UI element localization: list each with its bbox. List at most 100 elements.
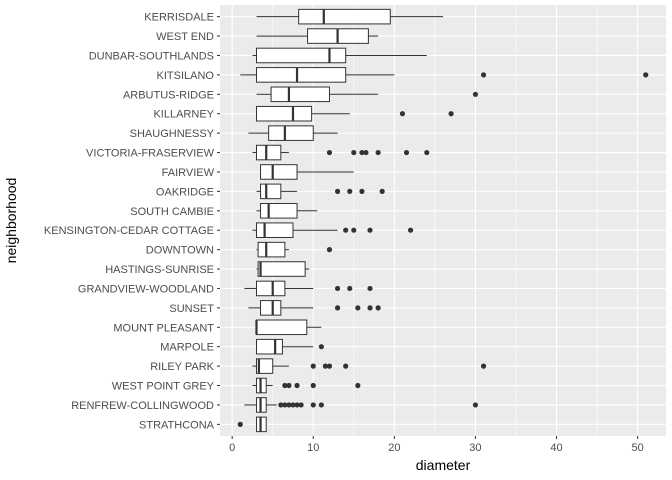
outlier-point xyxy=(294,402,300,408)
y-tick-label: RENFREW-COLLINGWOOD xyxy=(71,400,214,412)
outlier-point xyxy=(359,188,365,194)
box-kerrisdale xyxy=(256,8,443,25)
box-west-end xyxy=(256,28,379,44)
outlier-point xyxy=(399,111,406,117)
box-kensington-cedar-cottage xyxy=(252,222,414,238)
outlier-point xyxy=(237,421,243,427)
outlier-point xyxy=(355,305,361,311)
x-tick-label: 20 xyxy=(388,442,400,454)
box-body xyxy=(255,319,308,336)
y-tick-label: ARBUTUS-RIDGE xyxy=(123,89,214,101)
outlier-point xyxy=(282,382,288,389)
box-fairview xyxy=(260,164,354,180)
box-body xyxy=(270,86,330,103)
outlier-point xyxy=(310,363,316,369)
outlier-point xyxy=(367,227,373,233)
outlier-point xyxy=(318,344,324,350)
y-tick-label: KENSINGTON-CEDAR COTTAGE xyxy=(44,225,214,237)
box-sunset xyxy=(248,300,381,316)
boxes-layer xyxy=(237,8,649,433)
outlier-point xyxy=(367,305,373,311)
outlier-point xyxy=(359,149,365,156)
x-tick-label: 10 xyxy=(307,442,319,454)
outlier-point xyxy=(298,402,304,408)
y-tick-label: GRANDVIEW-WOODLAND xyxy=(78,283,214,295)
box-body xyxy=(260,183,282,200)
box-body xyxy=(257,261,306,277)
box-body xyxy=(255,280,286,297)
outlier-point xyxy=(355,382,361,389)
outlier-point xyxy=(407,227,414,233)
y-tick-label: RILEY PARK xyxy=(150,361,214,373)
y-tick-label: VICTORIA-FRASERVIEW xyxy=(86,148,215,160)
outlier-point xyxy=(334,285,341,292)
box-body xyxy=(255,144,282,161)
outlier-point xyxy=(472,91,479,97)
box-body xyxy=(257,241,286,258)
outlier-point xyxy=(326,247,333,253)
box-body xyxy=(260,164,298,180)
outlier-point xyxy=(363,149,369,156)
box-victoria-fraserview xyxy=(252,144,430,161)
y-tick-label: KERRISDALE xyxy=(144,12,214,24)
outlier-point xyxy=(343,227,349,233)
y-tick-label: WEST POINT GREY xyxy=(112,381,215,393)
outlier-point xyxy=(472,402,479,408)
outlier-point xyxy=(282,402,288,408)
x-tick-label: 40 xyxy=(550,442,562,454)
y-tick-label: DOWNTOWN xyxy=(146,245,214,257)
box-body xyxy=(260,300,282,316)
outlier-point xyxy=(480,72,487,78)
outlier-point xyxy=(326,363,333,369)
outlier-point xyxy=(286,382,292,389)
y-axis-title: neighborhood xyxy=(3,178,19,264)
box-south-cambie xyxy=(256,203,318,219)
y-tick-label: KITSILANO xyxy=(157,70,215,82)
y-tick-label: KILLARNEY xyxy=(153,109,214,121)
box-body xyxy=(255,67,347,83)
outlier-point xyxy=(343,363,349,369)
box-mount-pleasant xyxy=(255,319,322,336)
y-axis: KERRISDALE WEST END DUNBAR-SOUTHLANDS KITSI… xyxy=(44,12,220,431)
box-body xyxy=(255,47,347,64)
outlier-point xyxy=(448,111,454,117)
box-west-point-grey xyxy=(252,377,361,394)
outlier-point xyxy=(334,188,341,194)
box-hastings-sunrise xyxy=(256,261,310,277)
y-tick-label: OAKRIDGE xyxy=(156,186,214,198)
box-oakridge xyxy=(256,183,385,200)
outlier-point xyxy=(351,149,357,156)
outlier-point xyxy=(334,305,341,311)
box-body xyxy=(255,222,294,238)
y-tick-label: WEST END xyxy=(156,31,214,43)
outlier-point xyxy=(326,149,333,156)
box-body xyxy=(255,105,313,122)
outlier-point xyxy=(318,402,324,408)
outlier-point xyxy=(310,402,316,408)
outlier-point xyxy=(294,382,300,389)
y-tick-label: HASTINGS-SUNRISE xyxy=(105,264,214,276)
y-tick-label: SOUTH CAMBIE xyxy=(130,206,214,218)
y-tick-label: STRATHCONA xyxy=(139,419,215,431)
outlier-point xyxy=(322,363,329,369)
outlier-point xyxy=(403,149,410,156)
outlier-point xyxy=(375,305,381,311)
grid-major xyxy=(220,5,666,436)
y-tick-label: FAIRVIEW xyxy=(162,167,215,179)
outlier-point xyxy=(367,285,373,292)
box-marpole xyxy=(255,338,324,355)
y-tick-label: MOUNT PLEASANT xyxy=(113,322,214,334)
box-downtown xyxy=(256,241,333,258)
x-tick-label: 50 xyxy=(631,442,643,454)
box-strathcona xyxy=(237,416,267,433)
outlier-point xyxy=(347,285,353,292)
x-tick-label: 30 xyxy=(469,442,481,454)
box-arbutus-ridge xyxy=(256,86,479,103)
x-axis-title: diameter xyxy=(416,457,471,473)
box-riley-park xyxy=(252,358,487,374)
y-tick-label: SUNSET xyxy=(169,303,214,315)
box-dunbar-southlands xyxy=(252,47,427,64)
outlier-point xyxy=(643,72,649,78)
outlier-point xyxy=(310,382,316,389)
outlier-point xyxy=(480,363,487,369)
